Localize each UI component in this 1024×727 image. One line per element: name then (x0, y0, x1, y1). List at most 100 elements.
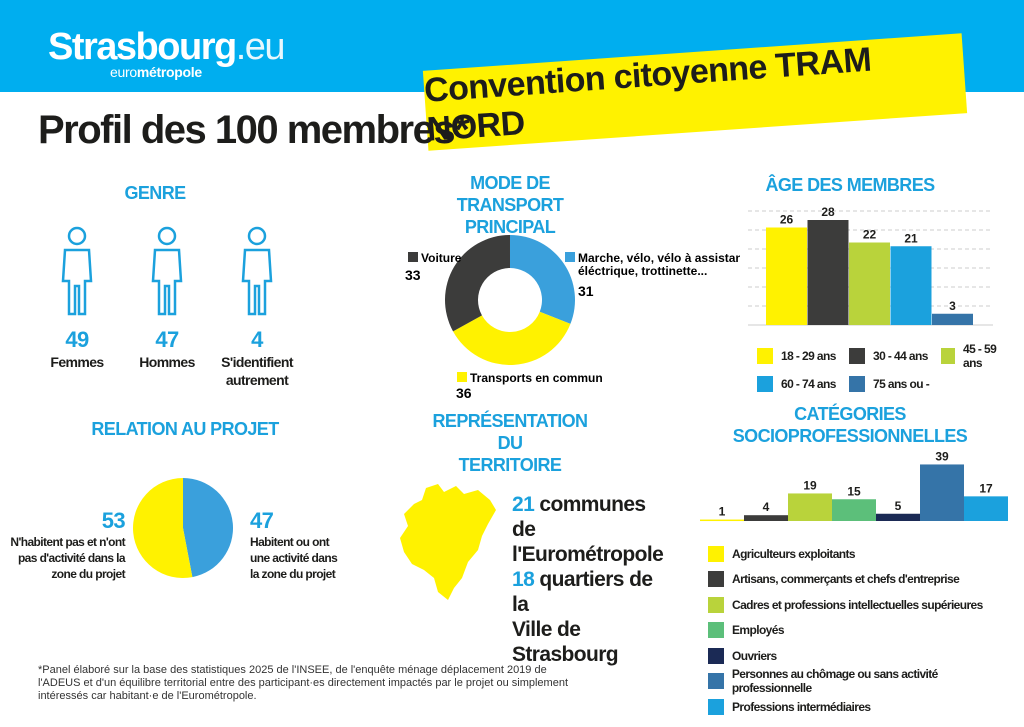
genre-value: 47 (155, 327, 179, 352)
csp-legend: Agriculteurs exploitants Artisans, commer… (708, 541, 1018, 720)
relation-title: RELATION AU PROJET (91, 419, 279, 439)
legend-swatch (708, 571, 724, 588)
bar (964, 496, 1008, 521)
donut-label: éléctrique, trottinette... (578, 264, 707, 278)
legend-swatch (708, 698, 724, 715)
relation-left: 53 N'habitent pas et n'ont pas d'activit… (10, 508, 125, 582)
legend-label: Agriculteurs exploitants (732, 546, 856, 561)
bar-value-label: 28 (821, 205, 835, 219)
communes-count: 21 (512, 493, 535, 516)
donut-slice (510, 235, 575, 324)
footnote: *Panel élaboré sur la base des statistiq… (38, 664, 569, 702)
age-chart: 26 28 22 21 3 (748, 205, 993, 326)
legend-swatch (708, 622, 724, 639)
bar (890, 246, 932, 325)
bar (932, 313, 973, 325)
legend-label: Professions intermédiaires (732, 699, 871, 714)
legend-swatch (757, 348, 773, 364)
genre-label: Hommes (139, 354, 195, 370)
legend-swatch (757, 376, 773, 392)
bar (849, 242, 890, 325)
donut-value: 33 (405, 267, 421, 283)
logo[interactable]: Strasbourg.eu (48, 26, 286, 69)
bar-value-label: 19 (803, 478, 817, 492)
territory-map-shape (400, 484, 496, 600)
bar (832, 499, 876, 521)
legend-item: Ouvriers (708, 643, 1018, 669)
csp-title-2: SOCIOPROFESSIONNELLES (732, 426, 968, 446)
pie-slice-nhabitent-pas (133, 478, 193, 578)
bar-value-label: 5 (895, 499, 902, 513)
genre-title: GENRE (124, 183, 186, 203)
page-title: Profil des 100 membres* (38, 108, 470, 152)
relation-right-value: 47 (250, 508, 274, 533)
logo-sub-bold: métropole (136, 64, 202, 80)
legend-label: 30 - 44 ans (873, 349, 928, 363)
csp-title-1: CATÉGORIES (794, 404, 906, 424)
legend-item: 45 - 59 ans (941, 342, 1011, 370)
legend-label: Artisans, commerçants et chefs d'entrepr… (732, 572, 960, 587)
communes-label: communes (539, 493, 646, 516)
bar (920, 464, 964, 521)
transport-title-2: PRINCIPAL (464, 217, 556, 237)
relation-right: 47 Habitent ou ont une activité dans la … (250, 508, 345, 582)
legend-label: 60 - 74 ans (781, 377, 836, 391)
bar-value-label: 26 (780, 213, 794, 227)
bar-value-label: 1 (719, 505, 726, 519)
legend-item: Agriculteurs exploitants (708, 541, 1018, 567)
territoire-text: 21 communes de l'Eurométropole 18 quarti… (512, 492, 672, 667)
bar (807, 220, 849, 325)
donut-slice (453, 311, 571, 365)
legend-swatch (457, 372, 467, 382)
donut-value: 36 (456, 385, 472, 401)
legend-label: 45 - 59 ans (963, 342, 997, 370)
quartiers-label: quartiers de la (512, 568, 653, 616)
legend-swatch (708, 596, 724, 613)
bar-value-label: 22 (863, 228, 877, 242)
csp-title: CATÉGORIES SOCIOPROFESSIONNELLES (730, 403, 970, 447)
legend-swatch (708, 647, 724, 664)
donut-label: Marche, vélo, vélo à assistance (578, 251, 740, 265)
relation-pie (133, 478, 234, 578)
donut-label: Transports en commun (470, 371, 603, 385)
legend-label: 18 - 29 ans (781, 349, 836, 363)
transport-donut: Marche, vélo, vélo à assistanceéléctriqu… (405, 235, 740, 401)
bar (788, 493, 832, 521)
territoire-title-1: REPRÉSENTATION DU (432, 411, 589, 453)
legend-item: 18 - 29 ans (757, 342, 849, 370)
territoire-title-2: TERRITOIRE (458, 455, 562, 475)
person-icon (61, 226, 93, 316)
legend-label: 75 ans ou - (873, 377, 930, 391)
communes-label-2: de l'Eurométropole (512, 518, 664, 566)
genre-value: 49 (65, 327, 89, 352)
bar (700, 519, 744, 522)
bar-value-label: 15 (847, 484, 861, 498)
donut-value: 31 (578, 283, 594, 299)
csp-chart: 1 4 19 15 5 39 17 (700, 449, 1008, 522)
genre-item: 49 Femmes (32, 226, 122, 371)
legend-swatch (708, 545, 724, 562)
legend-item: Employés (708, 618, 1018, 644)
donut-slice (445, 235, 510, 332)
bar (876, 513, 920, 521)
bar-value-label: 17 (979, 481, 993, 495)
legend-swatch (408, 252, 418, 262)
territory-map (400, 484, 496, 600)
age-title: ÂGE DES MEMBRES (765, 175, 935, 195)
legend-item: Cadres et professions intellectuelles su… (708, 592, 1018, 618)
bar (766, 227, 807, 325)
territoire-title: REPRÉSENTATION DU TERRITOIRE (420, 410, 600, 476)
bar-value-label: 3 (949, 299, 956, 313)
legend-item: 60 - 74 ans (757, 376, 849, 392)
legend-swatch (849, 376, 865, 392)
legend-swatch (849, 348, 865, 364)
pie-slice-habitent (183, 478, 234, 578)
logo-suffix: .eu (235, 26, 286, 68)
person-icon (241, 226, 273, 316)
age-legend: 18 - 29 ans 30 - 44 ans 45 - 59 ans 60 - 74… (757, 342, 1017, 392)
bar (744, 515, 788, 521)
genre-item: 4 S'identifient autrement (212, 226, 302, 389)
legend-swatch (708, 673, 724, 690)
logo-sub-light: euro (110, 64, 137, 80)
transport-title-1: MODE DE TRANSPORT (456, 173, 564, 215)
